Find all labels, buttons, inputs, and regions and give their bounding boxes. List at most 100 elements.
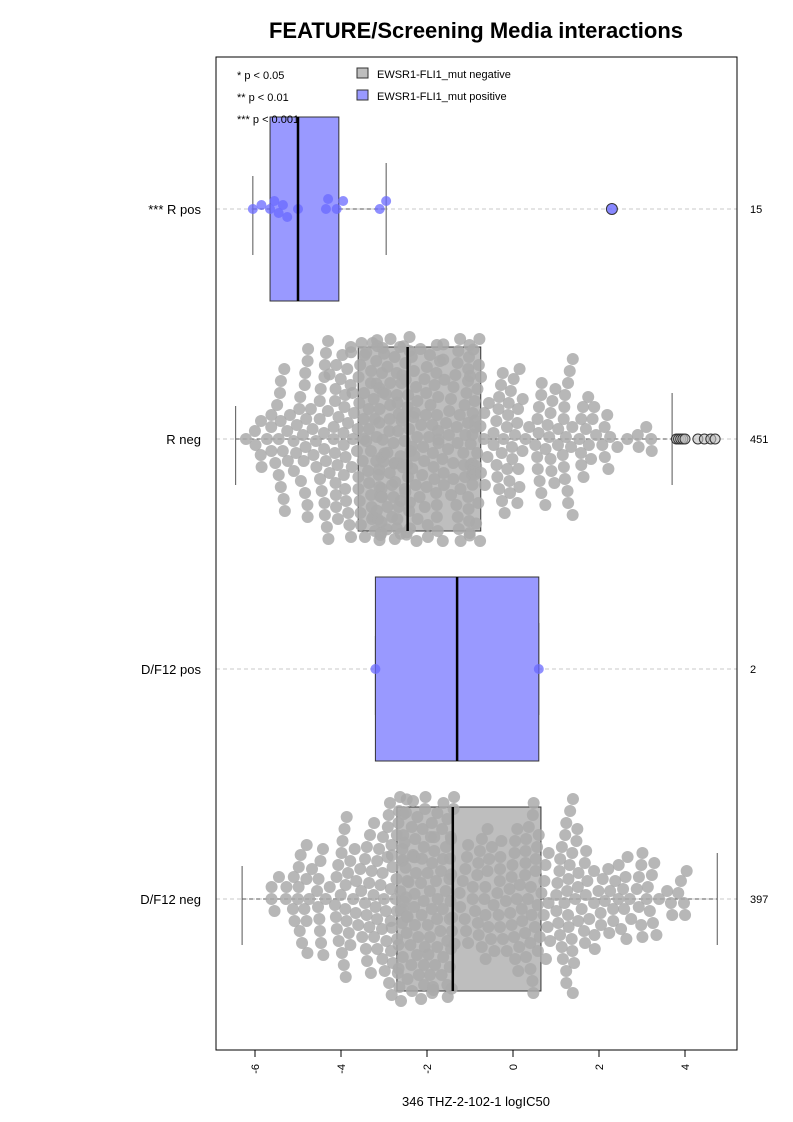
legend-swatch <box>356 67 369 79</box>
data-point <box>327 421 340 433</box>
data-point <box>437 338 450 351</box>
data-point <box>469 905 482 917</box>
group-label: R neg <box>166 432 201 447</box>
data-point <box>403 331 416 343</box>
data-point <box>528 921 541 933</box>
data-point <box>371 855 384 867</box>
data-point <box>392 817 405 829</box>
data-point <box>272 433 285 445</box>
data-point <box>596 873 609 885</box>
data-point <box>362 423 375 435</box>
data-point <box>329 489 342 501</box>
data-point <box>504 487 517 499</box>
data-point <box>406 462 419 475</box>
data-point <box>466 881 479 893</box>
data-point <box>560 965 573 977</box>
data-point <box>515 903 528 915</box>
data-point <box>409 833 422 845</box>
legend: * p < 0.05 ** p < 0.01 *** p < 0.001 EWSR1-… <box>237 67 511 126</box>
data-point <box>466 893 479 905</box>
data-point <box>440 417 453 429</box>
data-point <box>312 901 325 913</box>
data-point <box>239 433 252 445</box>
data-point <box>504 907 517 919</box>
data-point <box>542 897 555 909</box>
data-point <box>493 921 506 933</box>
data-point <box>415 909 428 921</box>
data-point <box>464 437 477 450</box>
data-point <box>556 449 569 461</box>
data-point <box>360 346 373 359</box>
data-point <box>431 807 444 819</box>
data-point <box>428 831 441 844</box>
data-point <box>360 434 373 447</box>
data-point <box>336 835 349 847</box>
data-point <box>423 931 436 943</box>
data-point <box>352 471 365 483</box>
data-point <box>497 433 510 445</box>
data-point <box>318 509 331 521</box>
data-point <box>612 859 625 871</box>
data-point <box>399 486 412 499</box>
data-point <box>579 889 592 901</box>
data-point <box>487 427 500 439</box>
data-point <box>441 813 454 825</box>
data-point <box>390 873 403 885</box>
data-point <box>478 479 491 491</box>
data-point <box>554 853 567 865</box>
data-point <box>331 459 344 471</box>
data-point <box>508 847 521 859</box>
legend-swatch <box>356 89 369 101</box>
data-point <box>512 403 525 415</box>
data-point <box>491 887 504 899</box>
data-point <box>619 871 632 883</box>
data-point <box>529 439 542 451</box>
data-point <box>408 919 421 931</box>
data-point <box>566 847 579 859</box>
data-point <box>276 445 289 457</box>
data-point <box>282 212 293 222</box>
data-point <box>323 881 336 893</box>
data-point <box>359 943 372 955</box>
data-point <box>430 875 443 887</box>
data-point <box>543 431 556 443</box>
data-point <box>623 893 636 905</box>
data-point <box>448 791 461 803</box>
data-point <box>376 433 389 446</box>
data-point <box>511 823 524 835</box>
data-point <box>472 929 485 941</box>
data-point <box>436 453 449 465</box>
data-point <box>636 847 649 859</box>
data-point <box>496 367 509 379</box>
data-point <box>349 907 362 919</box>
data-point <box>535 389 548 401</box>
data-point <box>417 841 430 853</box>
data-point <box>495 379 508 391</box>
data-point <box>265 445 278 457</box>
data-point <box>531 451 544 463</box>
data-point <box>376 831 389 843</box>
data-point <box>436 823 449 835</box>
data-point <box>495 447 508 459</box>
data-point <box>373 416 386 429</box>
data-point <box>407 794 420 807</box>
data-point <box>474 466 487 479</box>
data-point <box>572 867 585 879</box>
data-point <box>474 535 487 547</box>
data-point <box>338 823 351 835</box>
data-point <box>460 851 473 863</box>
data-point <box>447 381 460 393</box>
data-point <box>338 196 349 206</box>
data-point <box>479 953 492 965</box>
data-point <box>493 391 506 403</box>
data-point <box>364 967 377 979</box>
data-point <box>339 879 352 891</box>
data-point <box>471 869 484 881</box>
data-point <box>409 479 422 491</box>
data-point <box>334 889 347 901</box>
data-point <box>410 867 423 879</box>
data-point <box>506 453 519 465</box>
data-point <box>425 817 438 829</box>
data-point <box>531 945 544 957</box>
data-point <box>341 363 354 375</box>
